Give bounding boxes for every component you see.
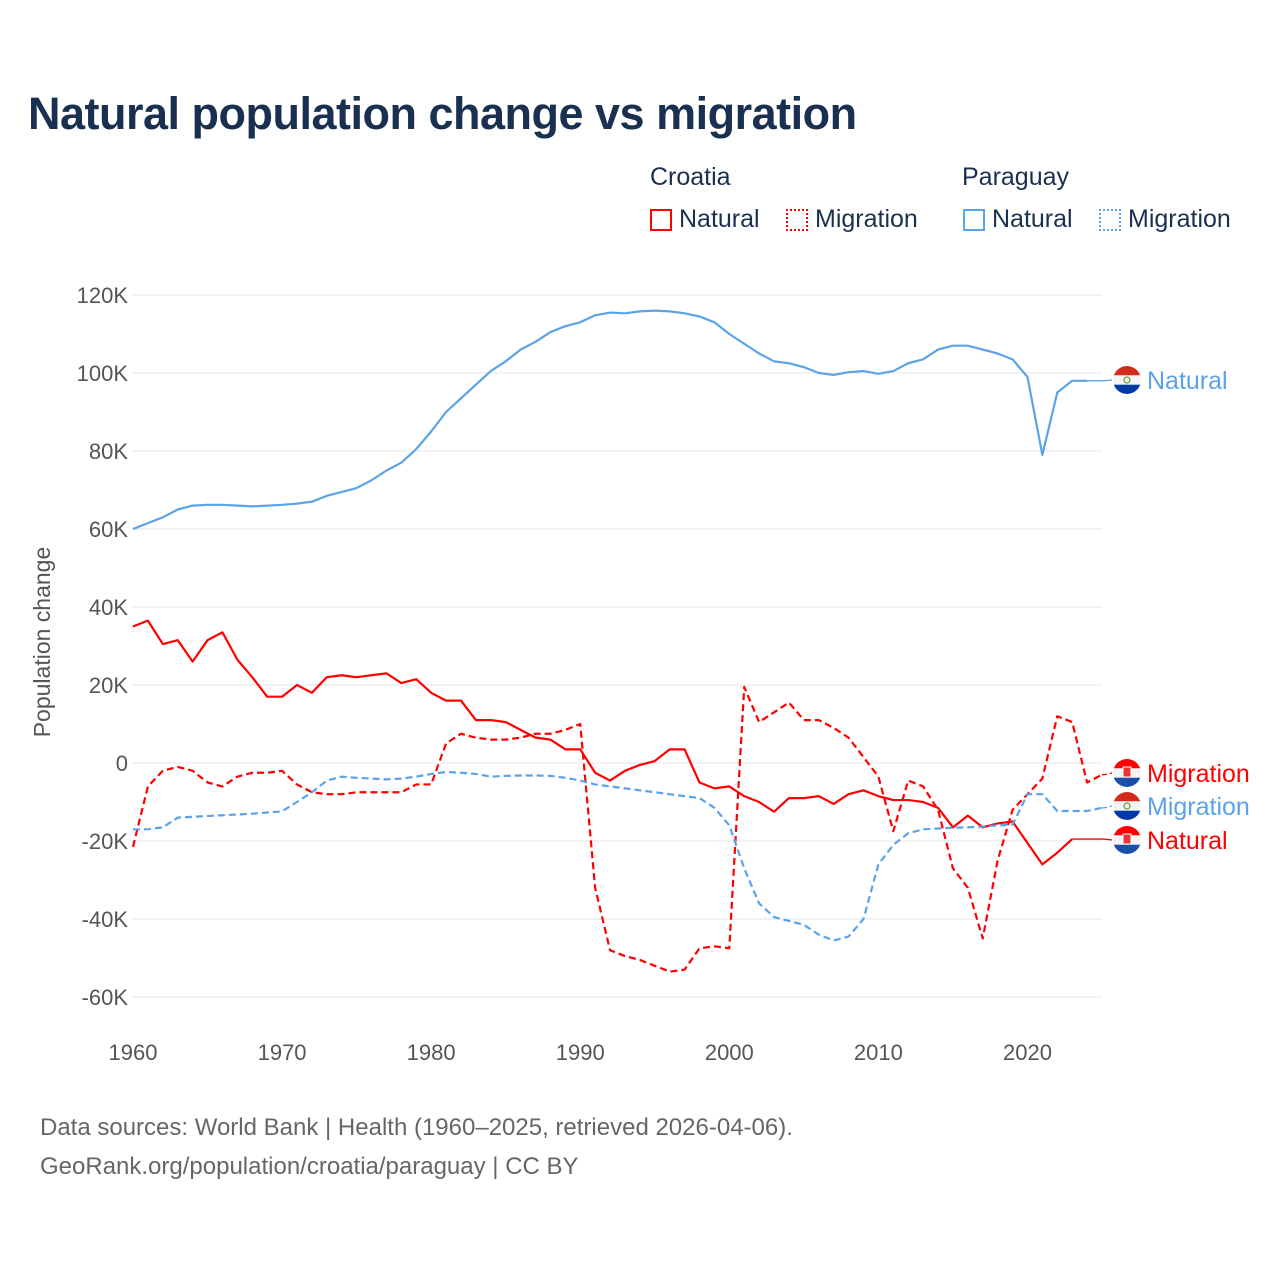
legend-label: Natural <box>679 205 760 233</box>
x-tick-label: 2000 <box>705 1040 754 1065</box>
y-tick-label: 80K <box>89 439 128 464</box>
paraguay-flag-icon <box>1113 792 1141 820</box>
series-end-label: Migration <box>1147 793 1250 821</box>
croatia-flag-icon <box>1113 826 1141 854</box>
legend-swatch-dotted-icon <box>1099 208 1121 231</box>
x-tick-label: 1990 <box>556 1040 605 1065</box>
legend-label: Migration <box>1128 205 1231 233</box>
series-line-croatia-migration <box>131 685 1103 973</box>
label-connector <box>1102 772 1113 776</box>
legend-paraguay-natural[interactable]: Natural <box>963 205 1073 234</box>
croatia-flag-icon <box>1113 759 1141 787</box>
y-tick-label: -20K <box>82 829 129 854</box>
x-tick-label: 1960 <box>109 1040 158 1065</box>
x-tick-label: 2010 <box>854 1040 903 1065</box>
legend-swatch-solid-icon <box>963 208 985 231</box>
data-source-text: Data sources: World Bank | Health (1960–… <box>40 1114 793 1141</box>
label-connector <box>1087 379 1113 382</box>
y-tick-label: 60K <box>89 517 128 542</box>
y-tick-label: 100K <box>77 361 129 386</box>
x-tick-label: 1970 <box>258 1040 307 1065</box>
footer: Data sources: World Bank | Health (1960–… <box>40 1108 793 1186</box>
series-line-paraguay-natural <box>132 309 1088 531</box>
legend-label: Migration <box>815 205 918 233</box>
label-connector <box>1102 805 1113 809</box>
legend-swatch-solid-icon <box>650 208 672 231</box>
legend-croatia-natural[interactable]: Natural <box>650 205 760 234</box>
legend-group-paraguay: Paraguay <box>962 163 1070 191</box>
y-tick-label: -60K <box>82 985 129 1010</box>
legend-swatch-dotted-icon <box>786 208 808 231</box>
y-tick-label: -40K <box>82 907 129 932</box>
series-end-label: Migration <box>1147 760 1250 788</box>
legend-label: Natural <box>992 205 1073 233</box>
series-line-paraguay-migration <box>133 770 1103 942</box>
legend-croatia-migration[interactable]: Migration <box>786 205 918 234</box>
chart-title: Natural population change vs migration <box>28 88 857 139</box>
paraguay-flag-icon <box>1113 366 1141 394</box>
y-tick-label: 40K <box>89 595 128 620</box>
label-connector <box>1072 838 1113 841</box>
x-tick-label: 1980 <box>407 1040 456 1065</box>
y-tick-label: 120K <box>77 283 129 308</box>
series-end-label: Natural <box>1147 367 1228 395</box>
series-end-label: Natural <box>1147 827 1228 855</box>
y-tick-label: 20K <box>89 673 128 698</box>
series-line-croatia-natural <box>132 619 1073 866</box>
attribution-text: GeoRank.org/population/croatia/paraguay … <box>40 1153 579 1180</box>
x-tick-label: 2020 <box>1003 1040 1052 1065</box>
y-tick-label: 0 <box>116 751 128 776</box>
legend-group-croatia: Croatia <box>650 163 731 191</box>
legend-paraguay-migration[interactable]: Migration <box>1099 205 1231 234</box>
y-axis-label: Population change <box>29 547 55 738</box>
